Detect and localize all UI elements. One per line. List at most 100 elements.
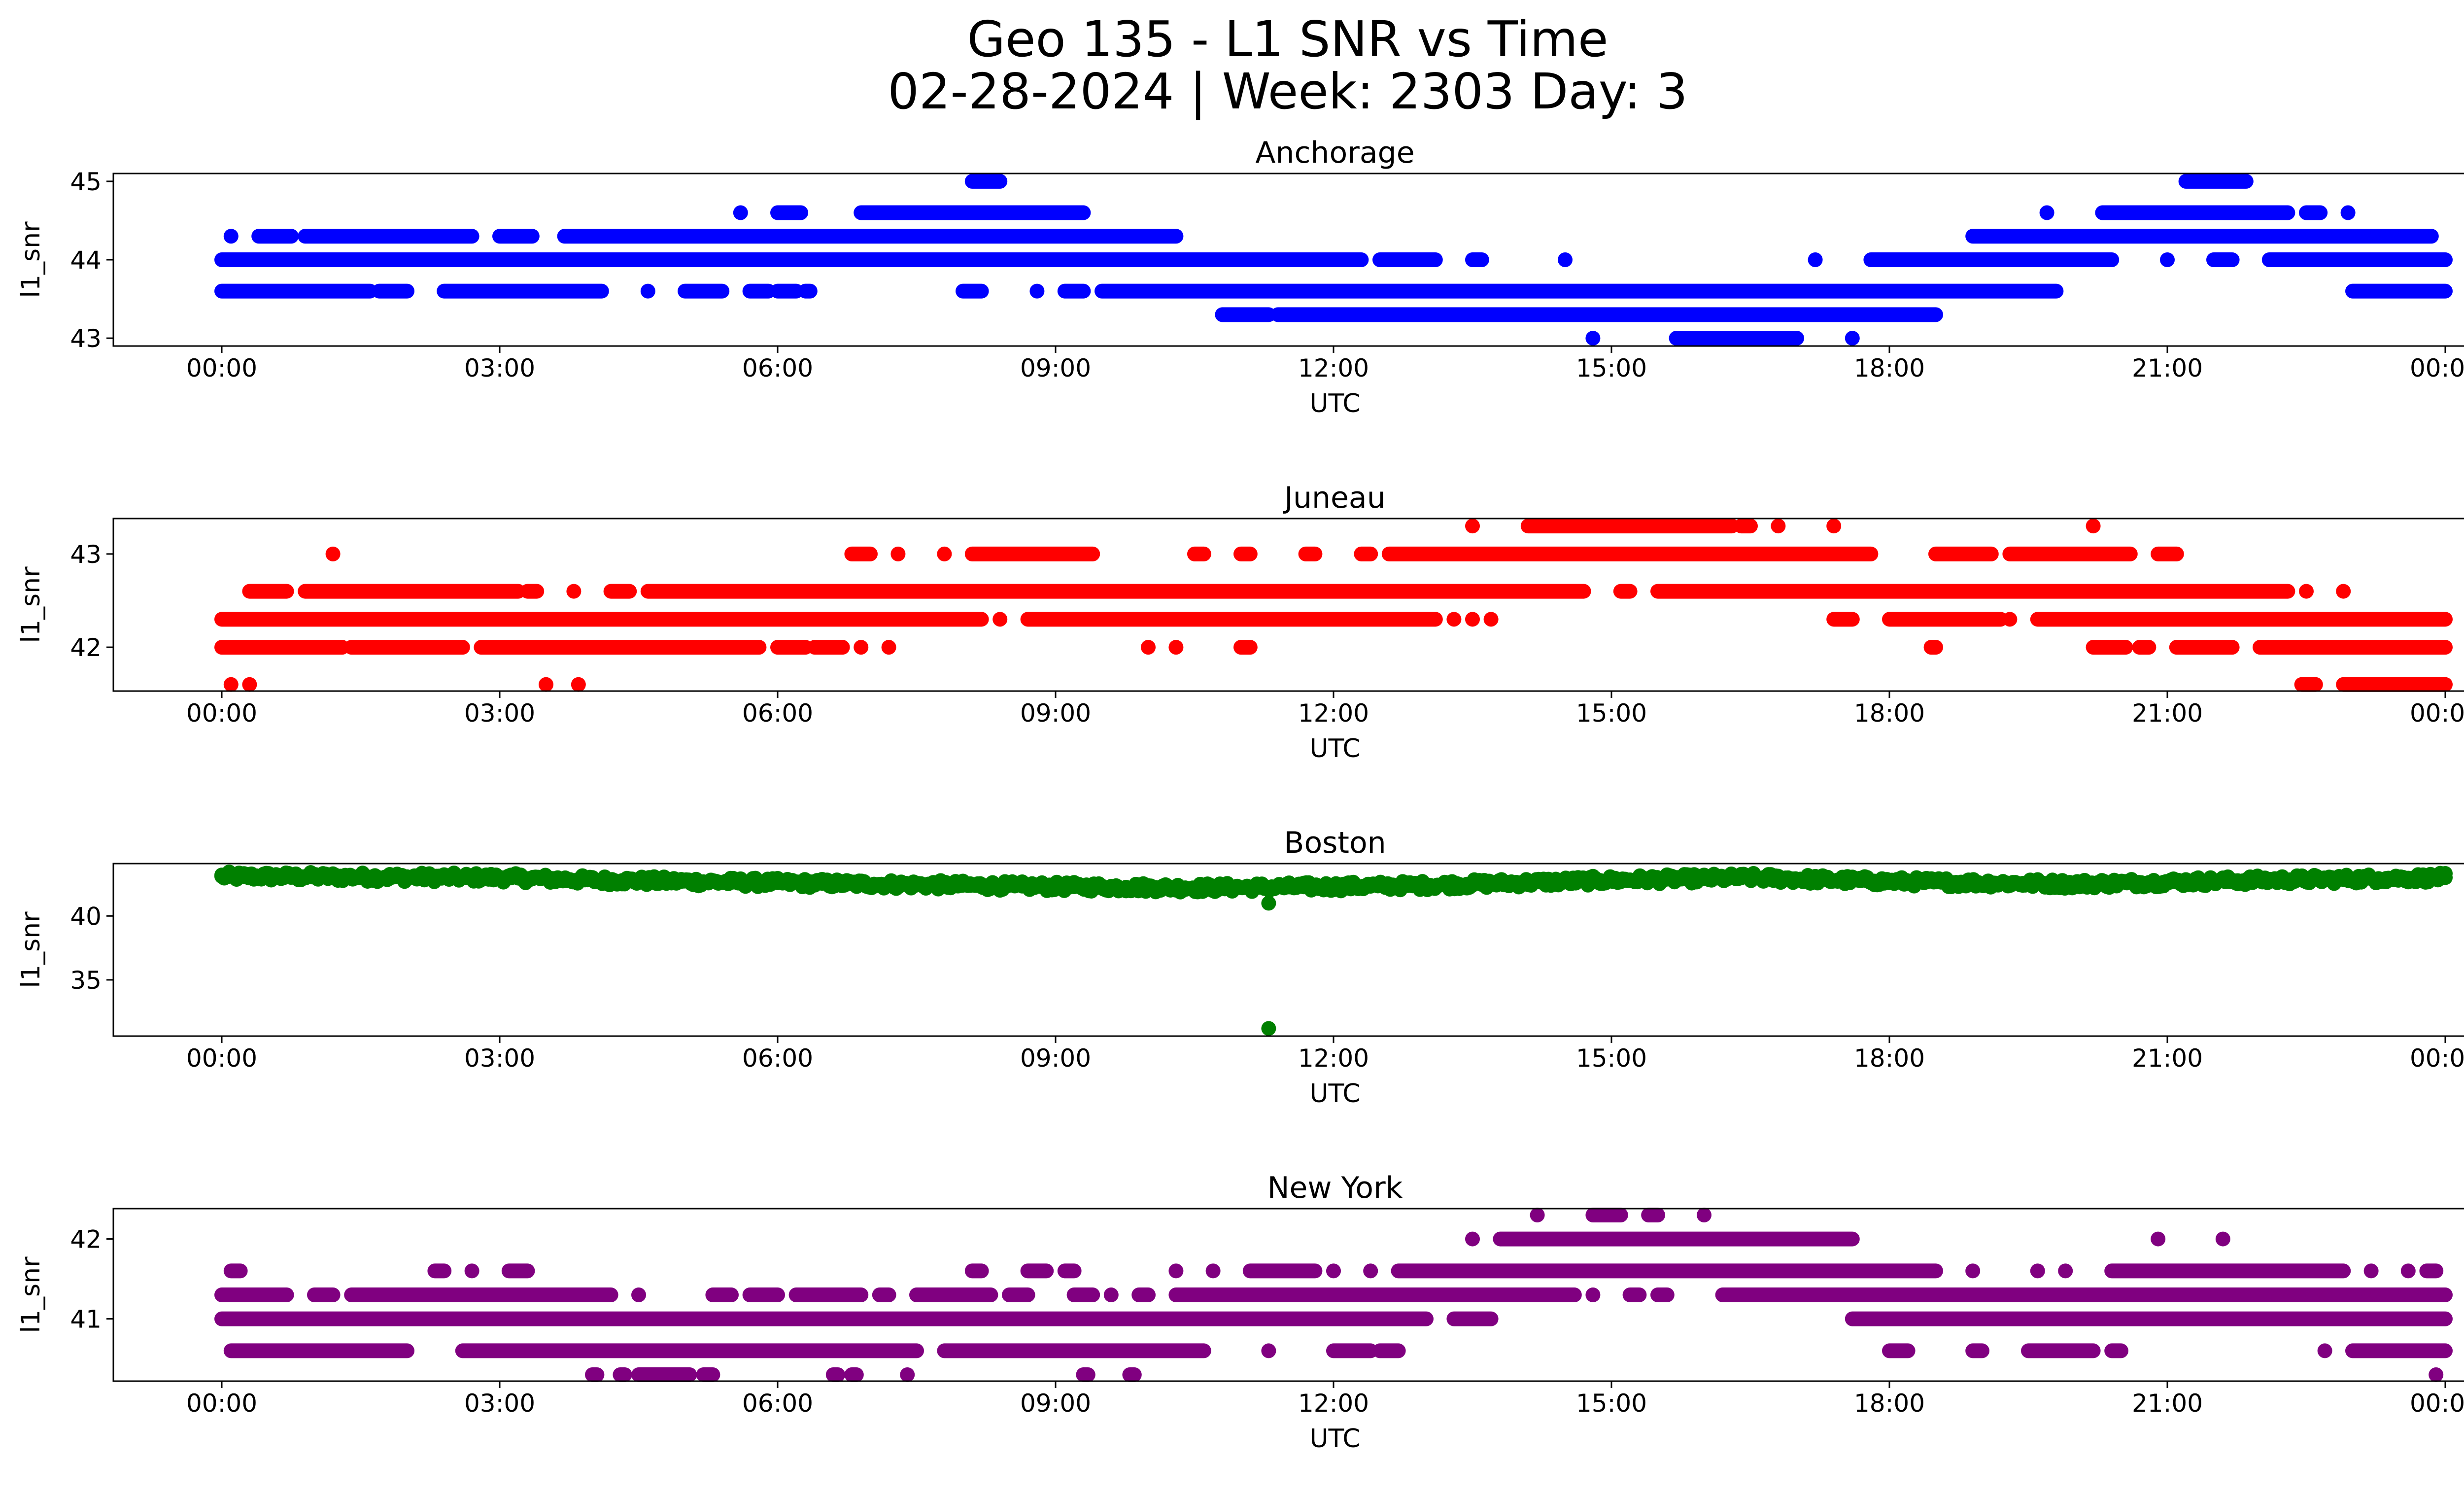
data-point [2363, 1263, 2379, 1279]
data-point-run [455, 1343, 924, 1358]
data-point [2317, 1343, 2332, 1358]
data-point-run [705, 1287, 739, 1302]
data-point [1697, 1207, 1711, 1222]
data-point-run [1641, 1207, 1665, 1222]
y-axis: 43 44 45 l1_snr [16, 168, 113, 353]
x-tick-label: 03:00 [464, 354, 535, 382]
x-axis-label: UTC [1309, 734, 1360, 764]
data-point-run [1622, 1287, 1647, 1302]
data-point [1771, 519, 1786, 534]
x-tick-label: 12:00 [1298, 354, 1369, 382]
data-point-run [2104, 1343, 2128, 1358]
data-point [2160, 252, 2175, 267]
data-point-run [1965, 229, 2439, 244]
data-point-run [1372, 252, 1443, 267]
data-point-run [242, 584, 294, 599]
data-point [2058, 1263, 2073, 1279]
x-tick-label: 09:00 [1020, 1044, 1091, 1073]
y-axis: 35 40 l1_snr [16, 902, 113, 995]
x-tick-label: 12:00 [1298, 699, 1369, 728]
subplot-title: Juneau [1282, 481, 1385, 515]
data-point-run [372, 283, 414, 299]
x-tick-label: 21:00 [2132, 1044, 2203, 1073]
data-point-run [214, 1287, 294, 1302]
data-point-run [214, 1311, 1434, 1326]
subplot-title: New York [1267, 1171, 1403, 1205]
data-point-run [2294, 677, 2323, 692]
data-point [631, 1287, 646, 1302]
data-point-run [1020, 1263, 1054, 1279]
data-point-run [1168, 1287, 1582, 1302]
data-point [2039, 205, 2054, 220]
data-point-run [770, 205, 808, 220]
data-point-run [788, 1287, 869, 1302]
data-point-run [1326, 1343, 1378, 1358]
x-tick-label: 12:00 [1298, 1044, 1369, 1073]
data-point-run [492, 229, 540, 244]
data-point [1029, 283, 1045, 299]
data-point [2030, 1263, 2045, 1279]
data-point [223, 677, 239, 692]
x-axis: 00:00 03:00 06:00 09:00 12:00 15:00 18:00 21:00… [186, 691, 2464, 764]
data-point-run [696, 1367, 720, 1383]
x-axis-label: UTC [1309, 389, 1360, 418]
x-tick-label: 03:00 [464, 1044, 535, 1073]
data-point-run [956, 283, 989, 299]
data-point-run [1650, 1287, 1675, 1302]
data-point-run [2336, 677, 2453, 692]
data-point-run [427, 1263, 452, 1279]
outlier-point [1261, 1021, 1276, 1036]
data-point-run [2169, 640, 2240, 655]
x-tick-label: 03:00 [464, 699, 535, 728]
data-point-run [214, 283, 377, 299]
data-point [881, 640, 896, 655]
data-point-run [2151, 546, 2184, 561]
subplot-new-york: New York 00:00 03:00 06:00 09:00 12:00 15:00 18… [16, 1171, 2464, 1454]
data-point-run [1734, 519, 1758, 534]
x-tick-label: 06:00 [742, 354, 813, 382]
x-tick-label: 09:00 [1020, 699, 1091, 728]
data-point-run [770, 640, 813, 655]
data-point-run [1669, 331, 1804, 346]
y-tick-label: 43 [70, 324, 102, 353]
data-point [2002, 612, 2018, 627]
x-tick-label: 00:00 [2410, 354, 2464, 382]
axes-frame [112, 863, 2464, 1037]
data-point-run [1131, 1287, 1156, 1302]
data-point-run [1493, 1231, 1860, 1247]
data-point [1465, 519, 1480, 534]
x-tick-label: 21:00 [2132, 699, 2203, 728]
data-point [1446, 612, 1462, 627]
x-tick-label: 18:00 [1854, 1044, 1925, 1073]
x-axis: 00:00 03:00 06:00 09:00 12:00 15:00 18:00 21:00… [186, 346, 2464, 418]
data-point-run [2104, 1263, 2351, 1279]
data-point-run [557, 229, 1184, 244]
data-point [937, 546, 952, 561]
data-point-run [1242, 1263, 1323, 1279]
x-tick-label: 03:00 [464, 1389, 535, 1418]
data-point-run [2086, 640, 2133, 655]
data-point-run [1520, 519, 1740, 534]
data-point-run [854, 205, 1091, 220]
data-point [2299, 584, 2314, 599]
x-tick-label: 18:00 [1854, 699, 1925, 728]
data-point-run [1215, 307, 1276, 322]
data-point-run [1965, 1343, 1989, 1358]
data-point-run [214, 640, 350, 655]
x-tick-label: 21:00 [2132, 1389, 2203, 1418]
data-point [464, 1263, 479, 1279]
data-point [733, 205, 748, 220]
data-point [1585, 1287, 1601, 1302]
data-point-run [2206, 252, 2240, 267]
figure-title-line-1: Geo 135 - L1 SNR vs Time [967, 10, 1608, 68]
data-point [2400, 1263, 2416, 1279]
data-point [900, 1367, 915, 1383]
x-axis: 00:00 03:00 06:00 09:00 12:00 15:00 18:00 21:00… [186, 1036, 2464, 1109]
data-point [1845, 331, 1860, 346]
y-tick-label: 44 [70, 246, 102, 275]
data-point [854, 640, 869, 655]
data-point [2151, 1231, 2166, 1247]
x-tick-label: 15:00 [1576, 699, 1647, 728]
data-point [2086, 519, 2101, 534]
x-tick-label: 09:00 [1020, 1389, 1091, 1418]
